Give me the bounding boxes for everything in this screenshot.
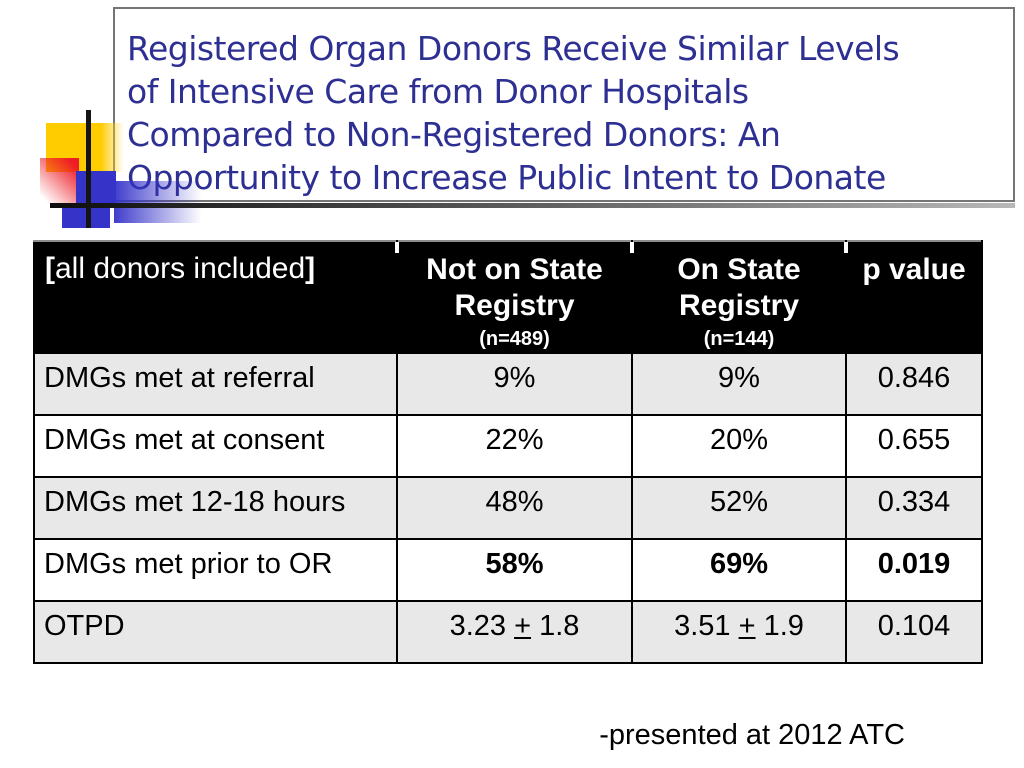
header-p-value-title: p value bbox=[862, 253, 966, 286]
table-row: DMGs met at consent 22% 20% 0.655 bbox=[33, 414, 983, 478]
header-not-on-registry-n: (n=489) bbox=[479, 328, 550, 350]
registry-value-cell: 52% bbox=[631, 476, 847, 540]
title-line-2: of Intensive Care from Donor Hospitals bbox=[127, 72, 749, 111]
row-label-cell: DMGs met at referral bbox=[33, 352, 398, 416]
registry-value-cell: 9% bbox=[631, 352, 847, 416]
header-all-donors: [all donors included] bbox=[33, 240, 398, 354]
table-header-row: [all donors included] Not on State Regis… bbox=[33, 240, 983, 354]
header-not-on-registry-title: Not on State Registry bbox=[426, 253, 603, 322]
donor-comparison-table: [all donors included] Not on State Regis… bbox=[33, 240, 983, 664]
otpd-not-registry-sd: 1.8 bbox=[531, 610, 580, 642]
p-value-cell: 0.334 bbox=[845, 476, 983, 540]
credit-text: -presented at 2012 ATC bbox=[599, 719, 905, 751]
row-label-cell: DMGs met prior to OR bbox=[33, 538, 398, 602]
deco-vertical-rule bbox=[86, 110, 91, 228]
header-on-registry-title: On State Registry bbox=[677, 253, 801, 322]
header-not-on-registry: Not on State Registry (n=489) bbox=[396, 240, 633, 354]
registry-value-cell: 20% bbox=[631, 414, 847, 478]
table-row: OTPD 3.23 + 1.8 3.51 + 1.9 0.104 bbox=[33, 600, 983, 664]
registry-value-cell: 3.51 + 1.9 bbox=[631, 600, 847, 664]
not-registry-value-cell: 58% bbox=[396, 538, 633, 602]
otpd-registry-sd: 1.9 bbox=[755, 610, 804, 642]
header-on-registry-n: (n=144) bbox=[703, 328, 775, 350]
deco-blue-square-upper bbox=[76, 171, 116, 208]
plus-minus-symbol: + bbox=[738, 610, 756, 642]
otpd-registry-mean: 3.51 bbox=[674, 610, 739, 642]
bracket-close: ] bbox=[305, 252, 316, 285]
slide-title: Registered Organ Donors Receive Similar … bbox=[127, 27, 900, 199]
title-line-4: Opportunity to Increase Public Intent to… bbox=[127, 158, 886, 197]
p-value-cell: 0.019 bbox=[845, 538, 983, 602]
p-value-cell: 0.104 bbox=[845, 600, 983, 664]
not-registry-value-cell: 3.23 + 1.8 bbox=[396, 600, 633, 664]
not-registry-value-cell: 22% bbox=[396, 414, 633, 478]
not-registry-value-cell: 48% bbox=[396, 476, 633, 540]
title-line-3: Compared to Non-Registered Donors: An bbox=[127, 115, 781, 154]
header-on-registry: On State Registry (n=144) bbox=[631, 240, 847, 354]
bracket-open: [ bbox=[45, 252, 55, 285]
title-line-1: Registered Organ Donors Receive Similar … bbox=[127, 29, 900, 68]
deco-blue-fade bbox=[114, 181, 206, 223]
p-value-cell: 0.846 bbox=[845, 352, 983, 416]
deco-horizontal-rule bbox=[50, 203, 1015, 208]
otpd-not-registry-mean: 3.23 bbox=[449, 610, 515, 642]
table-row: DMGs met prior to OR 58% 69% 0.019 bbox=[33, 538, 983, 602]
registry-value-cell: 69% bbox=[631, 538, 847, 602]
table-row: DMGs met at referral 9% 9% 0.846 bbox=[33, 352, 983, 416]
deco-red-square bbox=[40, 158, 79, 206]
row-label-cell: DMGs met 12-18 hours bbox=[33, 476, 398, 540]
p-value-cell: 0.655 bbox=[845, 414, 983, 478]
title-box: Registered Organ Donors Receive Similar … bbox=[113, 7, 1015, 202]
header-p-value: p value bbox=[845, 240, 983, 354]
header-all-donors-text: all donors included bbox=[55, 252, 306, 285]
table-row: DMGs met 12-18 hours 48% 52% 0.334 bbox=[33, 476, 983, 540]
plus-minus-symbol: + bbox=[514, 610, 532, 642]
row-label-cell: DMGs met at consent bbox=[33, 414, 398, 478]
row-label-cell: OTPD bbox=[33, 600, 398, 664]
not-registry-value-cell: 9% bbox=[396, 352, 633, 416]
